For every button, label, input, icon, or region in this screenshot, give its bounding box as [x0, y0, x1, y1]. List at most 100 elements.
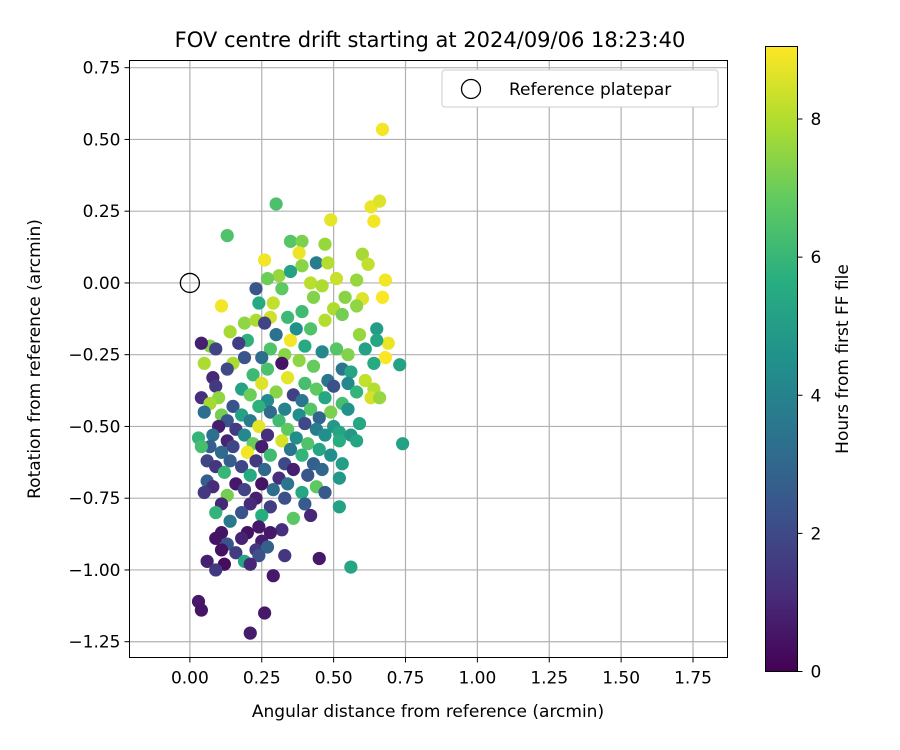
- scatter-point: [304, 322, 318, 336]
- scatter-point: [370, 322, 384, 336]
- scatter-point: [278, 549, 292, 563]
- scatter-point: [295, 305, 309, 319]
- scatter-point: [243, 557, 257, 571]
- x-tick-label: 0.50: [315, 669, 353, 689]
- scatter-point: [315, 279, 329, 293]
- scatter-point: [209, 531, 223, 545]
- y-axis-label: Rotation from reference (arcmin): [25, 219, 45, 499]
- scatter-point: [352, 416, 367, 431]
- reference-platepar-marker: [179, 272, 201, 294]
- plot-area: [129, 60, 728, 658]
- scatter-point: [200, 554, 214, 568]
- colorbar-tick-label: 0: [811, 663, 822, 683]
- scatter-point: [220, 362, 234, 376]
- scatter-point: [344, 560, 358, 574]
- scatter-point: [266, 482, 280, 497]
- scatter-point: [255, 376, 269, 390]
- scatter-point: [301, 468, 315, 482]
- scatter-point: [315, 462, 329, 477]
- scatter-point: [295, 448, 309, 462]
- scatter-point: [281, 477, 295, 491]
- scatter-point: [209, 505, 223, 520]
- scatter-point: [214, 445, 229, 459]
- scatter-point: [286, 511, 300, 525]
- scatter-point: [335, 457, 349, 471]
- x-tick-label: 1.50: [602, 669, 640, 689]
- scatter-point: [378, 273, 392, 287]
- scatter-point: [396, 437, 410, 451]
- scatter-point: [381, 336, 395, 350]
- scatter-point: [258, 606, 272, 620]
- scatter-point: [375, 290, 390, 304]
- scatter-point: [252, 419, 266, 434]
- x-tick-label: 1.75: [674, 669, 712, 689]
- scatter-points: [191, 122, 410, 640]
- scatter-point: [194, 603, 208, 617]
- scatter-point: [194, 336, 208, 350]
- colorbar-ticks: 0 2 4 6 8: [797, 110, 822, 683]
- colorbar-tick-label: 8: [811, 110, 822, 130]
- scatter-point: [260, 362, 275, 376]
- scatter-point: [243, 497, 257, 511]
- scatter-point: [373, 391, 387, 405]
- scatter-point: [335, 307, 349, 322]
- scatter-point: [275, 523, 289, 537]
- scatter-point: [269, 385, 283, 399]
- scatter-point: [332, 500, 346, 514]
- scatter-point: [209, 342, 223, 356]
- scatter-point: [373, 194, 387, 208]
- scatter-point: [235, 505, 249, 520]
- scatter-point: [243, 468, 257, 482]
- scatter-point: [263, 448, 277, 462]
- scatter-point: [281, 310, 295, 324]
- scatter-point: [295, 485, 309, 500]
- scatter-point: [243, 388, 257, 402]
- scatter-point: [309, 256, 323, 270]
- scatter-point: [269, 197, 283, 211]
- scatter-point: [232, 336, 246, 350]
- scatter-point: [315, 345, 329, 359]
- scatter-point: [324, 213, 338, 227]
- scatter-point: [275, 282, 289, 296]
- scatter-point: [209, 563, 223, 577]
- colorbar: [765, 46, 798, 672]
- y-tick-label: −0.25: [68, 346, 120, 366]
- scatter-point: [292, 353, 306, 368]
- legend-box: [441, 69, 719, 108]
- scatter-point: [350, 434, 364, 448]
- scatter-point: [214, 299, 229, 313]
- scatter-point: [324, 405, 338, 419]
- scatter-point: [283, 333, 298, 347]
- scatter-point: [358, 373, 372, 388]
- scatter-point: [378, 350, 392, 365]
- scatter-point: [272, 269, 286, 283]
- legend: Reference platepar: [441, 69, 719, 108]
- scatter-point: [194, 439, 208, 454]
- scatter-point: [260, 272, 275, 286]
- scatter-point: [341, 348, 355, 362]
- scatter-point: [352, 328, 367, 342]
- scatter-point: [220, 228, 234, 243]
- x-axis-label: Angular distance from reference (arcmin): [252, 702, 604, 722]
- scatter-point: [318, 313, 332, 327]
- scatter-point: [393, 358, 407, 372]
- scatter-point: [278, 491, 292, 505]
- scatter-point: [197, 405, 211, 419]
- scatter-point: [243, 626, 257, 640]
- reference-point: [179, 272, 201, 294]
- scatter-point: [237, 316, 252, 330]
- x-tick-label: 0.25: [243, 669, 281, 689]
- scatter-point: [235, 531, 249, 545]
- scatter-point: [263, 526, 277, 540]
- scatter-point: [312, 551, 326, 566]
- scatter-point: [240, 445, 254, 459]
- scatter-point: [197, 356, 211, 370]
- scatter-point: [263, 500, 277, 514]
- scatter-point: [318, 485, 332, 500]
- scatter-point: [275, 356, 289, 370]
- scatter-point: [298, 376, 312, 390]
- scatter-point: [255, 477, 269, 491]
- scatter-point: [298, 497, 312, 511]
- x-tick-label: 0.00: [171, 669, 209, 689]
- scatter-point: [295, 234, 309, 248]
